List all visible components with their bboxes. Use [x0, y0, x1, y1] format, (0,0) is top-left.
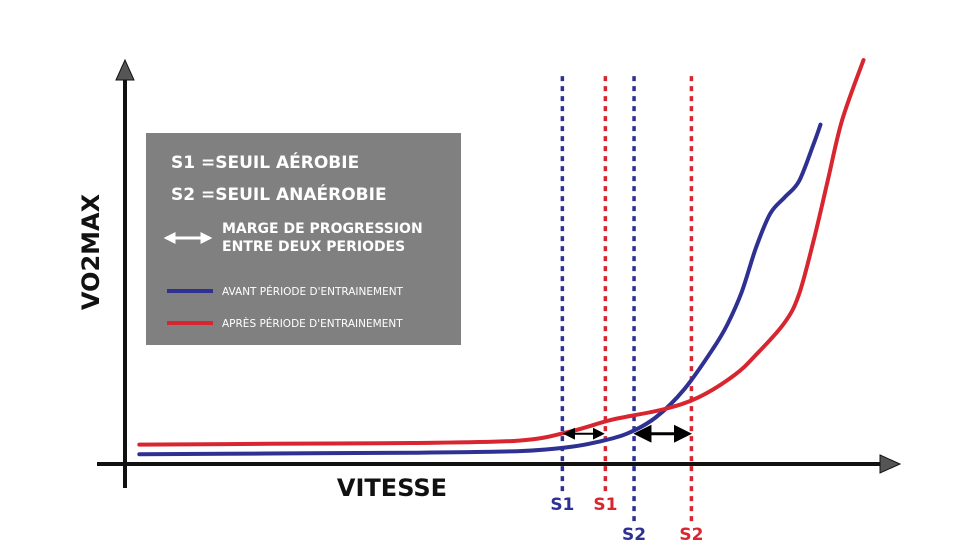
legend: S1 =SEUIL AÉROBIE S2 =SEUIL ANAÉROBIE MA…	[146, 133, 461, 345]
legend-arrow-note-line2: ENTRE DEUX PERIODES	[222, 239, 405, 255]
legend-arrow-note-line1: MARGE DE PROGRESSION	[222, 221, 423, 237]
series-lines	[137, 58, 866, 457]
series-line-before	[137, 122, 823, 457]
legend-definition-s1: S1 =SEUIL AÉROBIE	[171, 151, 359, 173]
y-axis-arrowhead	[115, 58, 135, 81]
y-axis-title: VO2MAX	[77, 193, 105, 310]
threshold-label-s2-2: S2	[622, 525, 646, 545]
threshold-lines	[560, 76, 694, 522]
threshold-label-s1-0: S1	[550, 495, 574, 515]
legend-definition-s2: S2 =SEUIL ANAÉROBIE	[171, 183, 387, 205]
series-line-after	[137, 58, 866, 447]
x-axis-arrowhead	[879, 454, 902, 474]
threshold-label-s2-3: S2	[679, 525, 703, 545]
legend-label-before: AVANT PÉRIODE D'ENTRAINEMENT	[222, 285, 404, 298]
threshold-label-s1-1: S1	[593, 495, 617, 515]
x-axis-title: VITESSE	[337, 474, 447, 502]
legend-label-after: APRÈS PÉRIODE D'ENTRAINEMENT	[222, 317, 403, 330]
